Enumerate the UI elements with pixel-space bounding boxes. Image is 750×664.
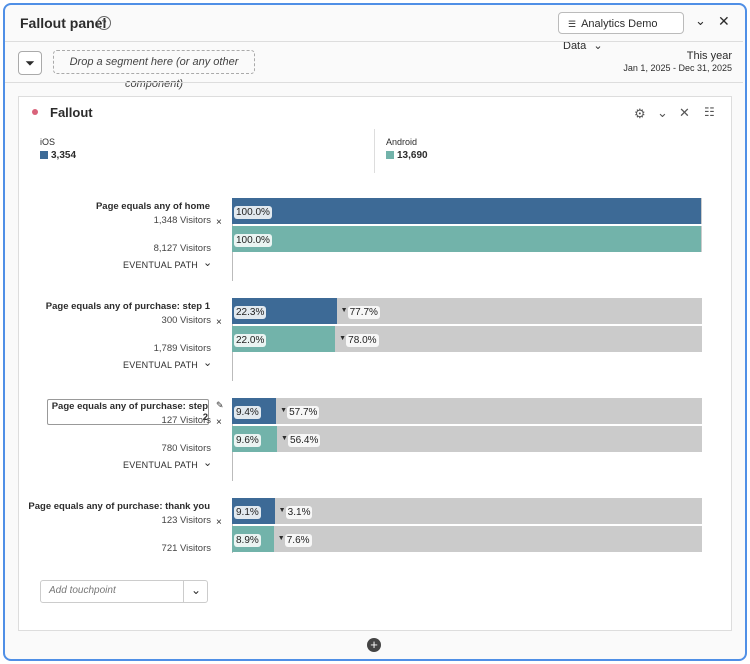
legend-swatch	[386, 151, 394, 159]
remove-step[interactable]: ×	[216, 417, 222, 428]
visitors: 721 Visitors	[161, 543, 211, 554]
legend-total: 3,354	[51, 150, 77, 161]
percent-label: 9.4%	[234, 406, 261, 419]
fallout-arrow: ▼	[340, 307, 348, 314]
collapse-button[interactable]: ⌄	[695, 13, 706, 28]
data-source: Analytics Demo Data	[563, 18, 658, 52]
path-label[interactable]: EVENTUAL PATH	[123, 260, 198, 270]
collapse-card[interactable]: ⌄	[657, 105, 668, 120]
visitors: 780 Visitors	[161, 443, 211, 454]
percent-label: 100.0%	[234, 234, 272, 247]
divider	[5, 82, 743, 83]
divider	[5, 41, 743, 42]
data-source-picker[interactable]: ☰ Analytics Demo Data ⌄	[558, 12, 684, 52]
settings-button[interactable]: ⚙	[634, 106, 646, 121]
fallout-label: 56.4%	[288, 434, 321, 447]
percent-label: 22.0%	[234, 334, 267, 347]
fallout-arrow: ▼	[278, 507, 286, 514]
legend-name: Android	[386, 137, 418, 147]
step-bar	[232, 226, 701, 252]
step-label[interactable]: Page equals any of purchase: thank you	[28, 501, 210, 512]
percent-label: 8.9%	[234, 534, 261, 547]
status-dot	[32, 109, 38, 115]
filter-button[interactable]: ⏷	[18, 51, 42, 75]
fallout-label: 78.0%	[346, 334, 379, 347]
legend-name: iOS	[40, 137, 56, 147]
help-icon[interactable]: ?	[97, 16, 111, 30]
step-label[interactable]: Page equals any of purchase: step 1	[45, 301, 210, 312]
close-button[interactable]: ✕	[718, 13, 730, 29]
path-toggle[interactable]: ⌄	[203, 357, 213, 369]
step-axis	[232, 498, 233, 553]
close-card[interactable]: ✕	[679, 105, 690, 120]
fallout-label: 57.7%	[287, 406, 320, 419]
path-label[interactable]: EVENTUAL PATH	[123, 360, 198, 370]
remove-step[interactable]: ×	[216, 217, 222, 228]
fallout-arrow: ▼	[277, 535, 285, 542]
fallout-label: 77.7%	[347, 306, 380, 319]
legend-total: 13,690	[397, 150, 428, 161]
percent-label: 9.1%	[234, 506, 261, 519]
notes-button[interactable]: ☷	[704, 105, 715, 119]
date-range-name: This year	[686, 50, 732, 62]
edit-icon[interactable]: ✎	[216, 400, 224, 410]
drop-zone[interactable]: Drop a segment here (or any other compon…	[53, 50, 255, 90]
fallout-arrow: ▼	[280, 407, 288, 414]
path-toggle[interactable]: ⌄	[203, 457, 213, 469]
fallout-arrow: ▼	[339, 335, 347, 342]
visitors: 1,348 Visitors	[153, 215, 211, 226]
step-bar	[232, 198, 701, 224]
fallout-arrow: ▼	[281, 435, 288, 442]
path-toggle[interactable]: ⌄	[203, 257, 213, 269]
add-panel-button[interactable]: +	[367, 638, 381, 652]
visitors: 1,789 Visitors	[153, 343, 211, 354]
visitors: 8,127 Visitors	[153, 243, 211, 254]
remove-step[interactable]: ×	[216, 517, 222, 528]
panel-title: Fallout panel	[20, 15, 107, 31]
date-range: Jan 1, 2025 - Dec 31, 2025	[623, 63, 732, 73]
fallout-label: 7.6%	[284, 534, 312, 547]
visitors: 123 Visitors	[161, 515, 211, 526]
visitors: 127 Visitors	[161, 415, 211, 426]
path-label[interactable]: EVENTUAL PATH	[123, 460, 198, 470]
percent-label: 22.3%	[234, 306, 267, 319]
card-title: Fallout	[50, 105, 93, 120]
visitors: 300 Visitors	[161, 315, 211, 326]
percent-label: 100.0%	[234, 206, 272, 219]
percent-label: 9.6%	[234, 434, 261, 447]
add-touchpoint-placeholder: Add touchpoint	[49, 585, 116, 596]
step-label[interactable]: Page equals any of home	[95, 201, 210, 212]
add-touchpoint[interactable]: Add touchpoint ⌄	[40, 580, 208, 603]
legend-swatch	[40, 151, 48, 159]
step-label[interactable]: Page equals any of purchase: step 2	[47, 399, 209, 425]
legend-divider	[374, 129, 375, 173]
remove-step[interactable]: ×	[216, 317, 222, 328]
fallout-label: 3.1%	[285, 506, 313, 519]
